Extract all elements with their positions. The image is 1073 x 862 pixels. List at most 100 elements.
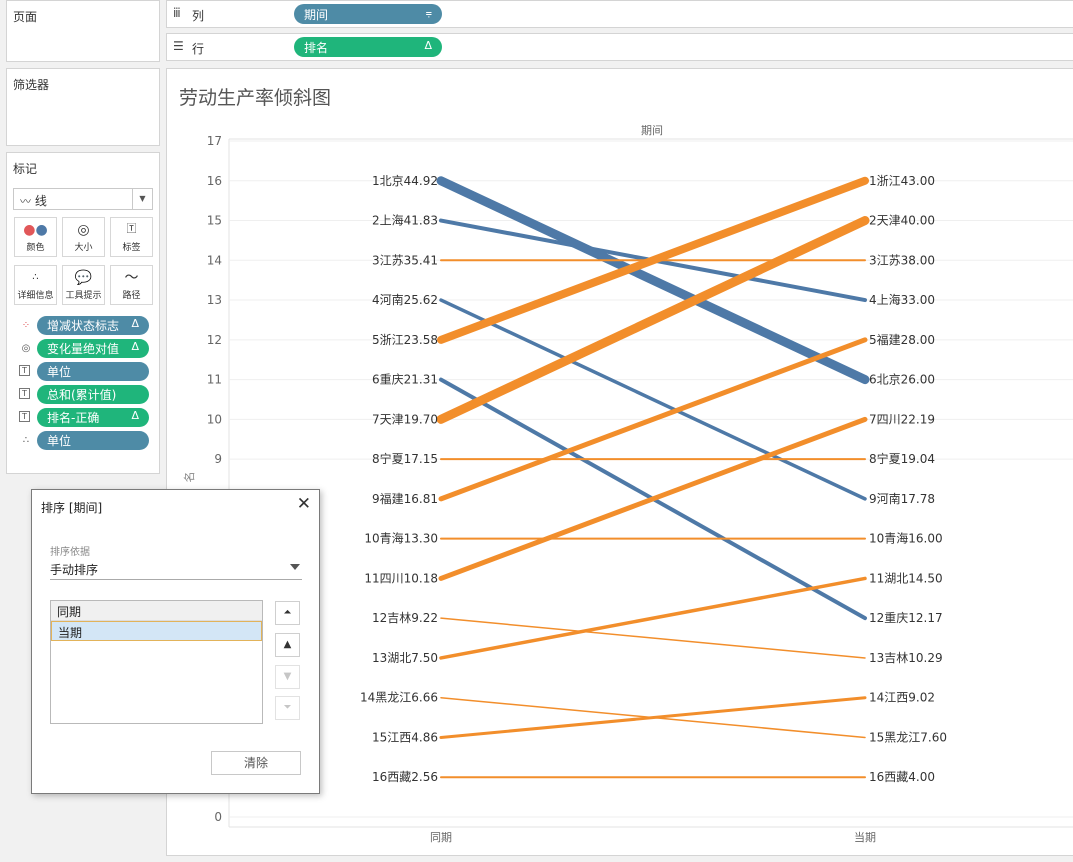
y-tick-label: 12 <box>207 333 222 347</box>
field-pill-label: 排名-正确 <box>47 411 100 425</box>
rows-pill-label: 排名 <box>304 41 329 55</box>
clear-button[interactable]: 清除 <box>211 751 301 775</box>
series-line[interactable] <box>436 216 870 424</box>
data-label-right: 7四川22.19 <box>869 412 935 426</box>
series-line[interactable] <box>438 416 868 581</box>
field-pill-status-flag[interactable]: 增减状态标志 Δ <box>37 316 149 335</box>
data-label-right: 3江苏38.00 <box>869 253 935 267</box>
columns-pill-period[interactable]: 期间 ⩦ <box>294 4 442 24</box>
label-icon: T <box>19 365 30 376</box>
label-icon: T <box>19 388 30 399</box>
series-line[interactable] <box>440 617 866 659</box>
color-dots-icon: ●● <box>23 222 48 238</box>
data-label-left: 1北京44.92 <box>372 174 438 188</box>
data-label-left: 3江苏35.41 <box>372 253 438 267</box>
mark-type-select[interactable]: 〰 线 ▼ <box>13 188 153 210</box>
sort-dialog: 排序 [期间] ✕ 排序依据 手动排序 同期 当期 ⏶ ▲ ▼ ⏷ 清除 <box>31 489 320 794</box>
rows-pill-rank[interactable]: 排名 Δ <box>294 37 442 57</box>
line-mark-icon: 〰 <box>20 195 31 208</box>
data-label-right: 4上海33.00 <box>869 292 935 307</box>
filters-panel: 筛选器 <box>6 68 160 146</box>
columns-icon: ⅲ <box>173 6 181 20</box>
marks-panel: 标记 〰 线 ▼ ●● 颜色 ◎ 大小 🅃 标签 ∴ 详细信息 💬 工具提示 〜… <box>6 152 160 474</box>
columns-shelf-label: 列 <box>192 9 205 23</box>
delta-icon: Δ <box>131 409 139 422</box>
label-icon: 🅃 <box>126 224 137 235</box>
chevron-down-icon[interactable] <box>290 564 300 570</box>
y-axis-label: 名 <box>182 472 196 483</box>
data-label-left: 13湖北7.50 <box>372 650 438 665</box>
worksheet-title: 劳动生产率倾斜图 <box>179 87 332 109</box>
delta-icon: Δ <box>424 39 432 52</box>
data-label-left: 11四川10.18 <box>364 571 438 585</box>
rows-shelf[interactable]: ☰ 行 排名 Δ <box>166 33 1073 61</box>
detail-button[interactable]: ∴ 详细信息 <box>14 265 57 305</box>
data-label-left: 4河南25.62 <box>372 292 438 307</box>
field-pill-unit-detail[interactable]: 单位 <box>37 431 149 450</box>
sort-dialog-title: 排序 [期间] <box>41 501 103 515</box>
series-line[interactable] <box>436 176 870 385</box>
data-label-left: 15江西4.86 <box>372 730 438 744</box>
tooltip-icon: 💬 <box>74 270 93 286</box>
data-label-left: 10青海13.30 <box>364 531 438 546</box>
y-tick-label: 11 <box>207 373 222 387</box>
detail-icon: ∴ <box>32 272 39 283</box>
field-pill-label: 变化量绝对值 <box>47 342 120 356</box>
path-button[interactable]: 〜 路径 <box>110 265 153 305</box>
data-label-left: 2上海41.83 <box>372 213 438 228</box>
filters-panel-title: 筛选器 <box>13 78 50 92</box>
field-pill-unit[interactable]: 单位 <box>37 362 149 381</box>
sort-by-select[interactable]: 手动排序 <box>50 558 302 580</box>
data-label-left: 9福建16.81 <box>372 491 438 506</box>
y-tick-label: 9 <box>214 452 222 466</box>
field-pill-abs-change[interactable]: 变化量绝对值 Δ <box>37 339 149 358</box>
series-line[interactable] <box>439 298 867 501</box>
field-pill-cumulative-sum[interactable]: 总和(累计值) <box>37 385 149 404</box>
label-icon: T <box>19 411 30 422</box>
color-button[interactable]: ●● 颜色 <box>14 217 57 257</box>
move-to-top-button[interactable]: ⏶ <box>275 601 300 625</box>
delta-icon: Δ <box>131 317 139 330</box>
label-button[interactable]: 🅃 标签 <box>110 217 153 257</box>
data-label-left: 14黑龙江6.66 <box>360 691 438 705</box>
data-label-right: 6北京26.00 <box>869 373 935 387</box>
field-pill-rank-correct[interactable]: 排名-正确 Δ <box>37 408 149 427</box>
field-pill-label: 单位 <box>47 434 72 448</box>
mark-type-value: 线 <box>34 194 47 208</box>
field-pill-label: 单位 <box>47 365 72 379</box>
chevron-down-icon[interactable]: ▼ <box>132 189 152 209</box>
close-icon[interactable]: ✕ <box>296 494 311 514</box>
list-item-selected[interactable]: 当期 <box>51 621 262 641</box>
move-down-button[interactable]: ▼ <box>275 665 300 689</box>
move-up-button[interactable]: ▲ <box>275 633 300 657</box>
move-to-bottom-button[interactable]: ⏷ <box>275 696 300 720</box>
size-button[interactable]: ◎ 大小 <box>62 217 105 257</box>
size-icon: ◎ <box>21 343 31 354</box>
slope-chart: 期间 名 0 9 10 11 12 13 14 15 16 17 同期 当期 1北京44.92 6北京2… <box>182 124 1073 844</box>
detail-icon: ∴ <box>22 435 30 446</box>
data-label-right: 5福建28.00 <box>869 332 935 347</box>
data-label-left: 8宁夏17.15 <box>372 451 438 466</box>
y-tick-label: 10 <box>207 412 222 426</box>
y-tick-label: 14 <box>207 253 222 267</box>
data-label-left: 7天津19.70 <box>372 412 438 426</box>
data-label-right: 11湖北14.50 <box>869 570 943 585</box>
series-line[interactable] <box>439 576 867 660</box>
data-label-left: 12吉林9.22 <box>372 611 438 625</box>
data-label-right: 14江西9.02 <box>869 691 935 705</box>
list-item[interactable]: 同期 <box>51 601 262 621</box>
data-label-right: 1浙江43.00 <box>869 174 935 188</box>
data-label-left: 16西藏2.56 <box>372 770 438 784</box>
rows-icon: ☰ <box>173 39 184 53</box>
size-icon: ◎ <box>77 222 90 238</box>
series-line[interactable] <box>437 176 869 344</box>
data-label-right: 8宁夏19.04 <box>869 451 935 466</box>
data-label-right: 9河南17.78 <box>869 491 935 506</box>
y-tick-label: 13 <box>207 293 222 307</box>
detail-button-label: 详细信息 <box>17 291 54 301</box>
series-line[interactable] <box>439 696 867 739</box>
y-tick-label: 0 <box>214 810 222 824</box>
columns-shelf[interactable]: ⅲ 列 期间 ⩦ <box>166 0 1073 28</box>
series-line[interactable] <box>438 337 868 502</box>
tooltip-button[interactable]: 💬 工具提示 <box>62 265 105 305</box>
